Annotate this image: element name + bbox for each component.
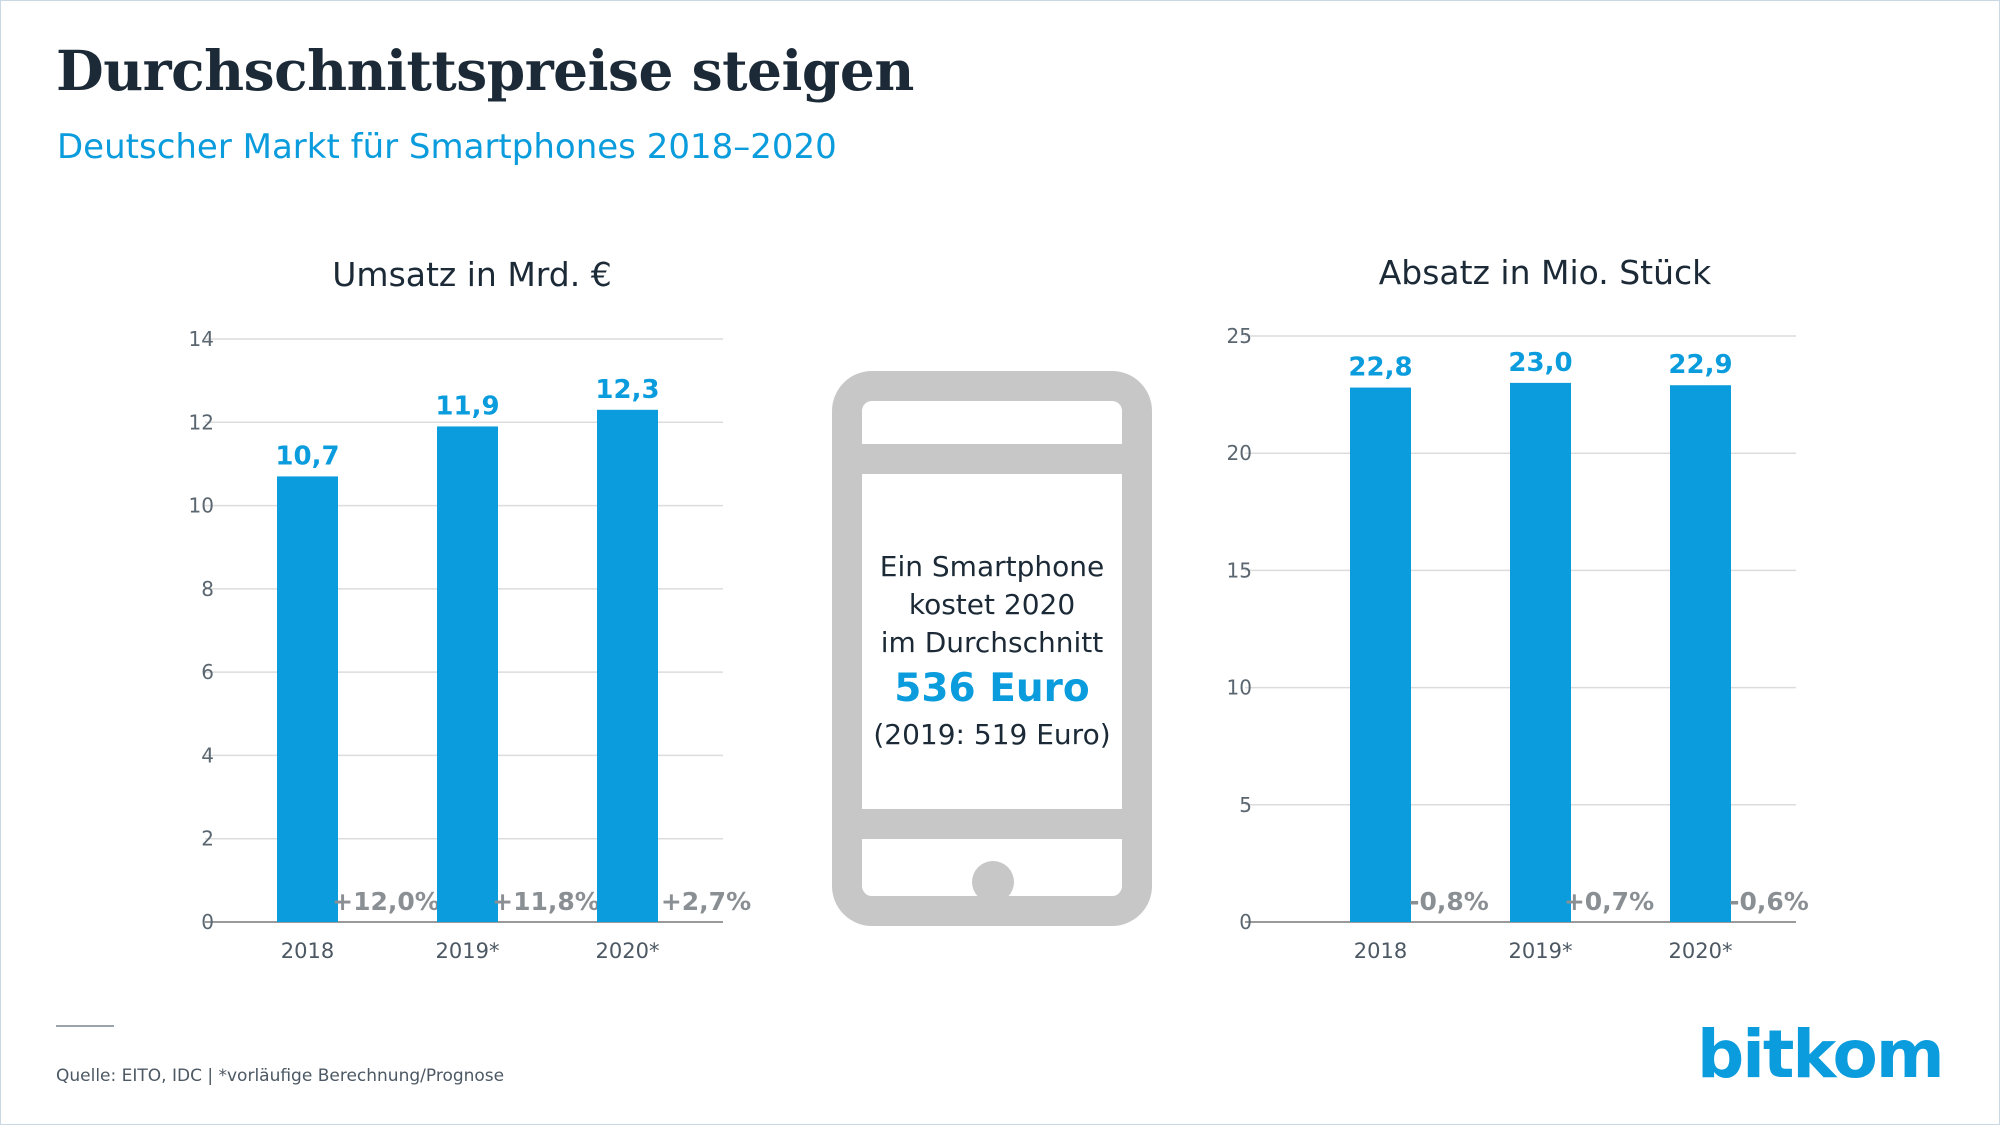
- chart-2-y-tick-label: 5: [1239, 793, 1252, 817]
- chart-1-y-tick-label: 14: [189, 327, 214, 351]
- phone-top-bar: [862, 444, 1122, 474]
- chart-2-value-label: 22,8: [1348, 353, 1412, 383]
- chart-2-value-label: 23,0: [1508, 348, 1572, 378]
- phone-bottom-bar: [862, 809, 1122, 839]
- chart-1-x-tick-label: 2020*: [596, 939, 660, 963]
- smartphone-icon: [832, 371, 1152, 926]
- chart-2-y-tick-label: 20: [1227, 441, 1252, 465]
- chart-2-x-tick-label: 2018: [1354, 939, 1407, 963]
- chart-1-bar: [597, 409, 658, 922]
- chart-1-bar: [437, 426, 498, 922]
- chart-1-change-label: +12,0%: [332, 887, 440, 916]
- page-title: Durchschnittspreise steigen: [56, 38, 914, 103]
- chart-1-y-tick-label: 2: [201, 827, 214, 851]
- chart-1-value-label: 12,3: [595, 375, 659, 405]
- chart-1-bar: [277, 476, 338, 922]
- phone-text-line-3: im Durchschnitt: [880, 626, 1104, 659]
- chart-1-y-tick-label: 12: [189, 410, 214, 434]
- chart-2-change-label: +0,7%: [1564, 887, 1654, 916]
- page-subtitle: Deutscher Markt für Smartphones 2018–202…: [57, 127, 837, 167]
- chart-2-bar: [1350, 387, 1411, 922]
- phone-text-line-2: kostet 2020: [908, 588, 1076, 621]
- chart-1-value-label: 10,7: [275, 441, 339, 471]
- chart-2-y-tick-label: 25: [1227, 324, 1252, 348]
- chart-2-y-tick-label: 15: [1227, 558, 1252, 582]
- footer-divider: [56, 1025, 114, 1027]
- chart-2-title: Absatz in Mio. Stück: [1379, 253, 1712, 292]
- chart-1-y-tick-label: 10: [189, 494, 214, 518]
- chart-2-value-label: 22,9: [1668, 350, 1732, 380]
- chart-1-y-tick-label: 8: [201, 577, 214, 601]
- chart-1-change-label: +11,8%: [492, 887, 600, 916]
- phone-home-button-icon: [972, 861, 1014, 903]
- chart-2-x-tick-label: 2019*: [1509, 939, 1573, 963]
- chart-2-change-label: -0,8%: [1409, 887, 1489, 916]
- chart-1-title: Umsatz in Mrd. €: [332, 255, 611, 294]
- chart-2-y-tick-label: 10: [1227, 676, 1252, 700]
- chart-1-x-tick-label: 2018: [281, 939, 334, 963]
- chart-1-x-tick-label: 2019*: [436, 939, 500, 963]
- chart-2-x-tick-label: 2020*: [1669, 939, 1733, 963]
- average-price: 536 Euro: [894, 666, 1090, 711]
- chart-2-y-tick-label: 0: [1239, 910, 1252, 934]
- previous-price: (2019: 519 Euro): [873, 718, 1111, 751]
- chart-2-bar: [1510, 382, 1571, 922]
- chart-1-value-label: 11,9: [435, 391, 499, 421]
- chart-1-y-tick-label: 6: [201, 660, 214, 684]
- chart-2-bar: [1670, 385, 1731, 922]
- chart-1-y-tick-label: 4: [201, 743, 214, 767]
- chart-1-y-tick-label: 0: [201, 910, 214, 934]
- source-note: Quelle: EITO, IDC | *vorläufige Berechnu…: [56, 1066, 505, 1086]
- bitkom-logo: bitkom: [1697, 1016, 1945, 1093]
- chart-2-change-label: -0,6%: [1729, 887, 1809, 916]
- phone-callout: Ein Smartphone kostet 2020 im Durchschni…: [832, 548, 1152, 754]
- phone-text-line-1: Ein Smartphone: [879, 550, 1105, 583]
- chart-1-change-label: +2,7%: [661, 887, 751, 916]
